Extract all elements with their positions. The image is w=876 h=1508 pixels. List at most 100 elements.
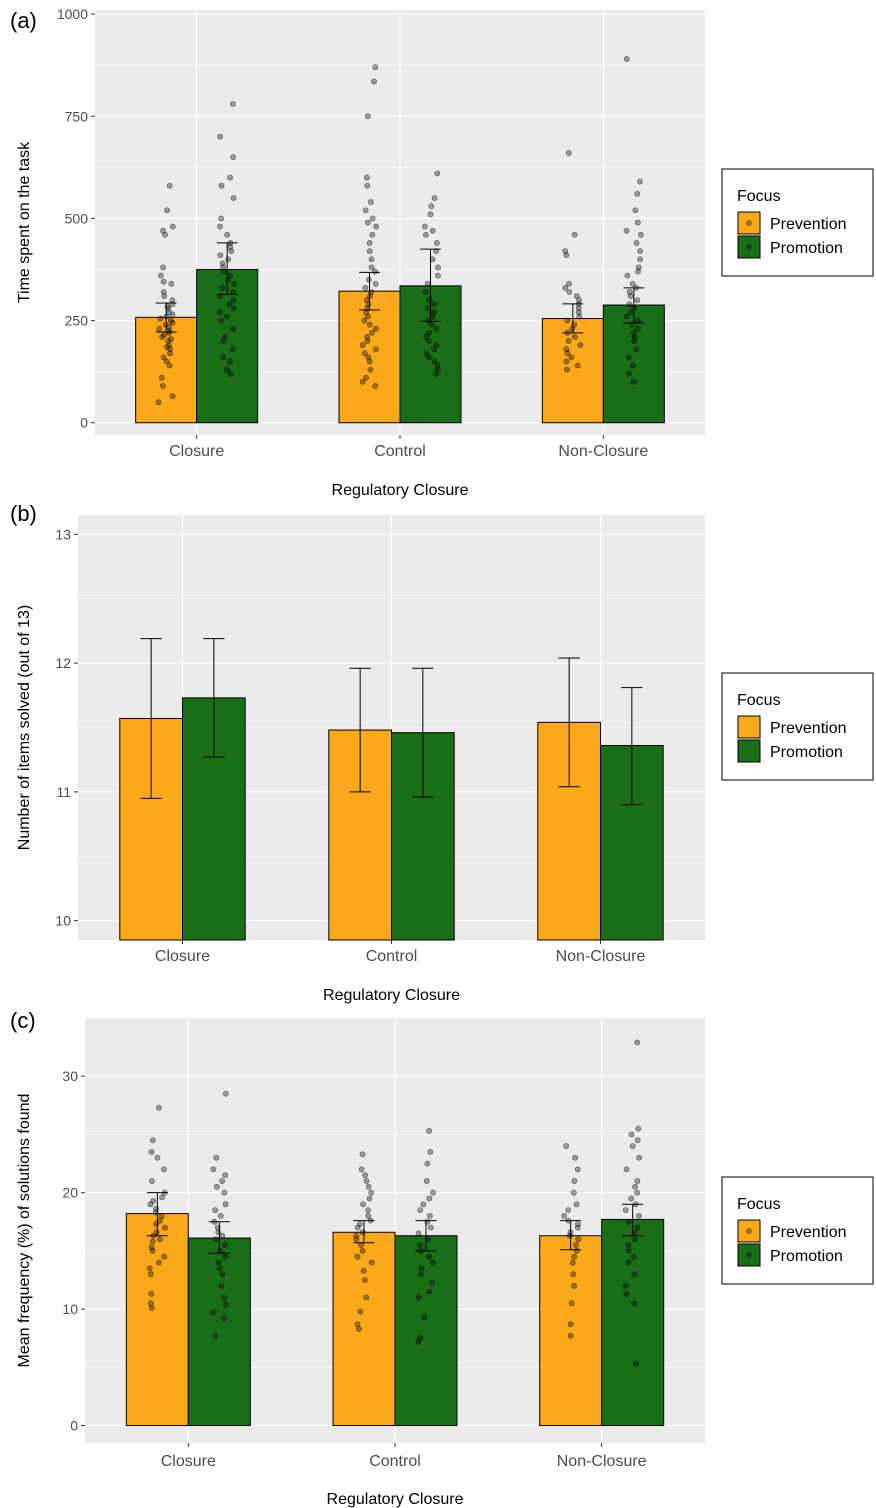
data-point (148, 1291, 155, 1297)
bar-prevention (125, 1213, 189, 1427)
data-point (367, 366, 374, 373)
data-point (359, 378, 366, 385)
data-point (433, 248, 440, 255)
data-point (166, 182, 173, 189)
data-point (434, 362, 441, 369)
data-point (372, 280, 379, 287)
data-point (222, 1090, 229, 1097)
data-point (430, 1189, 436, 1196)
data-point (562, 248, 569, 255)
data-point (631, 305, 638, 312)
data-point (158, 1213, 165, 1219)
data-point (415, 1294, 422, 1301)
y-tick-label: 10 (55, 913, 71, 929)
data-point (220, 264, 226, 271)
data-point (210, 1309, 217, 1316)
bar-prevention (332, 1231, 396, 1427)
data-point (433, 240, 440, 246)
data-point (567, 1332, 574, 1339)
data-point (575, 305, 582, 312)
data-point (231, 280, 238, 287)
data-point (430, 1259, 436, 1266)
data-point (161, 331, 168, 338)
data-point (155, 399, 162, 406)
data-point (574, 362, 581, 369)
data-point (622, 1282, 629, 1289)
data-point (423, 350, 430, 357)
data-point (565, 150, 572, 156)
data-point (625, 1247, 632, 1254)
data-point (230, 154, 237, 161)
legend: Focus Prevention Promotion (721, 1176, 874, 1285)
data-point (217, 223, 223, 230)
data-point (433, 325, 440, 332)
data-point (630, 378, 637, 385)
data-point (573, 1201, 580, 1208)
data-point (423, 334, 430, 340)
data-point (634, 325, 641, 332)
data-point (364, 334, 371, 340)
data-point (631, 1271, 638, 1278)
data-point (422, 223, 428, 230)
data-point (426, 1288, 432, 1295)
data-point (212, 1207, 219, 1214)
data-point (417, 1242, 423, 1248)
data-point (362, 1172, 369, 1179)
data-point (156, 325, 163, 332)
data-point (417, 1335, 424, 1342)
data-point (224, 231, 231, 238)
data-point (368, 1259, 375, 1266)
data-point (427, 211, 434, 218)
data-point (365, 1213, 372, 1219)
data-point (369, 329, 375, 336)
data-point (230, 325, 237, 332)
legend-label: Prevention (770, 216, 847, 233)
data-point (435, 264, 441, 271)
data-point (147, 1300, 154, 1307)
legend-key-point (746, 1228, 752, 1234)
data-point (217, 133, 224, 140)
data-point (230, 195, 237, 201)
data-point (631, 1253, 637, 1260)
data-point (217, 1213, 224, 1219)
data-point (574, 1166, 581, 1173)
data-point (435, 272, 441, 279)
data-point (215, 1229, 222, 1236)
data-point (158, 374, 165, 381)
data-point (623, 1166, 630, 1173)
data-point (633, 1360, 640, 1367)
data-point (217, 252, 224, 259)
y-tick-label: 13 (55, 526, 71, 542)
bar-promotion (187, 1237, 251, 1427)
category-label: Non-Closure (557, 1453, 647, 1470)
data-point (368, 1189, 375, 1196)
data-point (160, 278, 167, 285)
data-point (371, 78, 377, 85)
data-point (568, 1300, 575, 1307)
y-axis-title: Time spent on the task (16, 141, 33, 303)
data-point (220, 354, 227, 361)
data-point (221, 1189, 228, 1196)
data-point (222, 1253, 229, 1260)
legend-key-prevention (737, 715, 761, 739)
data-point (631, 329, 637, 336)
legend-key-promotion (737, 235, 761, 259)
x-axis-title: Regulatory Closure (323, 987, 460, 1004)
data-point (363, 1178, 370, 1184)
data-point (563, 358, 570, 365)
data-point (160, 383, 166, 389)
y-tick-label: 750 (65, 108, 89, 124)
legend-key-point (746, 1252, 752, 1258)
data-point (429, 1279, 436, 1286)
x-axis-title: Regulatory Closure (327, 1491, 464, 1508)
data-point (154, 1154, 161, 1161)
data-point (354, 1253, 361, 1260)
data-point (373, 223, 380, 230)
data-point (428, 321, 435, 328)
data-point (148, 1305, 155, 1311)
data-point (221, 1315, 227, 1322)
data-point (565, 1207, 572, 1214)
data-point (360, 1267, 367, 1274)
data-point (629, 1143, 636, 1149)
data-point (218, 1282, 225, 1289)
